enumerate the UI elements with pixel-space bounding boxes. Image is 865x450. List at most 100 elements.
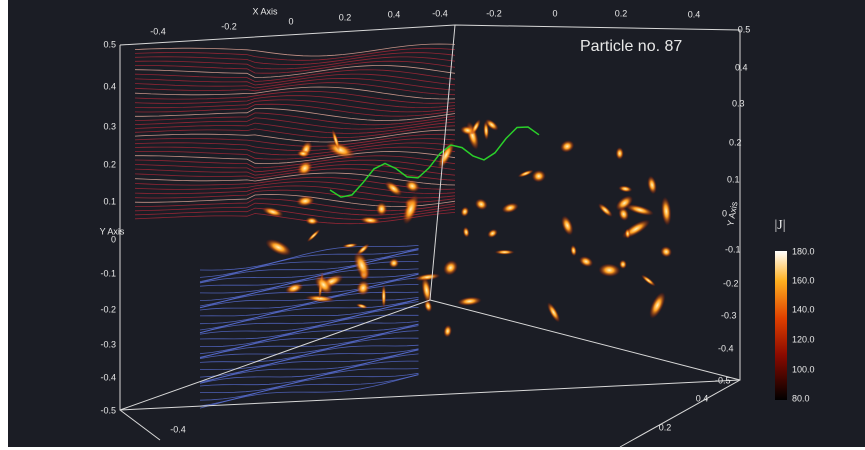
x-tick-label: -0.2 xyxy=(486,8,502,18)
x-tick-label: 0.2 xyxy=(615,8,628,18)
y-tick-label: -0.2 xyxy=(723,278,739,288)
y-tick-label: -0.4 xyxy=(100,372,116,382)
current-blob xyxy=(641,274,656,287)
y-tick-label: 0.1 xyxy=(727,174,740,184)
current-blob xyxy=(305,216,319,225)
colorbar-tick-label: 120.0 xyxy=(792,334,815,344)
streamline xyxy=(134,142,456,156)
x-tick-label: -0.2 xyxy=(221,21,237,31)
streamline xyxy=(134,185,456,199)
y-tick-label: 0.3 xyxy=(103,121,116,131)
current-blob xyxy=(531,170,546,183)
current-blob xyxy=(356,303,368,309)
current-blob xyxy=(342,243,358,248)
streamline xyxy=(134,159,456,173)
current-blob xyxy=(487,229,498,238)
y-tick-label: -0.5 xyxy=(100,405,116,415)
streamline xyxy=(134,212,456,225)
streamline xyxy=(199,330,419,359)
streamline xyxy=(134,194,456,207)
streamline xyxy=(134,99,456,113)
current-blob xyxy=(660,246,672,258)
streamline xyxy=(134,176,456,190)
x-tick-label: 0.2 xyxy=(339,12,352,22)
streamline xyxy=(199,323,419,358)
colorbar-tick-label: 100.0 xyxy=(792,364,815,374)
streamline xyxy=(134,138,456,152)
streamline xyxy=(199,273,419,307)
streamline xyxy=(135,151,456,164)
x-tick-label: -0.4 xyxy=(432,8,448,18)
current-blob xyxy=(443,260,458,276)
streamline xyxy=(200,321,419,348)
colorbar xyxy=(775,251,787,400)
particle-track xyxy=(329,126,540,198)
current-blob xyxy=(296,150,310,158)
y-tick-label: -0.3 xyxy=(100,339,116,349)
current-blob xyxy=(615,195,633,211)
streamline xyxy=(199,353,419,384)
y-tick-label: 0.4 xyxy=(735,62,748,72)
current-blob xyxy=(649,292,666,319)
current-blob xyxy=(443,324,452,338)
streamline xyxy=(134,65,456,78)
streamline xyxy=(134,163,456,176)
y-tick-label: 0 xyxy=(722,208,727,218)
current-blob xyxy=(485,119,499,131)
current-blob xyxy=(414,273,441,281)
current-blob xyxy=(462,226,470,238)
streamline xyxy=(134,52,456,65)
current-blob xyxy=(326,141,355,159)
current-blob xyxy=(331,129,340,152)
current-blob xyxy=(618,185,633,193)
streamline xyxy=(199,348,419,383)
y-tick-label: 0.2 xyxy=(729,137,742,147)
current-blob xyxy=(385,181,403,196)
axis-label: Y Axis xyxy=(725,200,739,227)
current-blob xyxy=(598,263,621,277)
streamline xyxy=(199,253,419,284)
colorbar-tick-label: 160.0 xyxy=(792,275,815,285)
x-tick-label: 0.5 xyxy=(738,24,751,34)
streamline xyxy=(134,121,456,134)
current-blob xyxy=(356,280,370,296)
streamline xyxy=(199,372,419,401)
current-blob xyxy=(560,140,575,153)
streamline xyxy=(134,133,456,147)
y-tick-label: 0 xyxy=(111,234,116,244)
colorbar-tick-label: 180.0 xyxy=(792,246,815,256)
current-blob xyxy=(661,196,672,226)
current-blob xyxy=(561,215,574,236)
streamline xyxy=(134,82,456,96)
streamline xyxy=(200,368,419,393)
streamline xyxy=(199,272,419,301)
streamline xyxy=(199,249,419,283)
current-blob xyxy=(360,216,381,225)
z-tick-label: -0.4 xyxy=(170,424,186,434)
y-tick-label: -0.5 xyxy=(715,375,731,385)
current-blob xyxy=(353,251,371,280)
y-tick-label: 0.4 xyxy=(103,81,116,91)
streamline xyxy=(134,43,456,57)
current-blob xyxy=(647,175,657,195)
streamline xyxy=(134,47,456,61)
current-blob xyxy=(404,179,420,193)
streamline xyxy=(135,108,456,121)
y-tick-label: -0.1 xyxy=(100,268,116,278)
z-tick-label: 0.4 xyxy=(696,393,709,403)
y-tick-label: -0.3 xyxy=(721,310,737,320)
streamline xyxy=(134,155,456,169)
current-blob xyxy=(598,203,613,217)
streamline xyxy=(199,248,419,278)
current-blob xyxy=(265,239,292,256)
y-tick-label: -0.4 xyxy=(718,343,734,353)
current-blob xyxy=(474,198,488,211)
current-blob xyxy=(501,202,519,214)
streamline xyxy=(134,95,456,109)
streamline xyxy=(134,56,456,70)
current-blob xyxy=(424,300,433,313)
current-blob xyxy=(470,119,481,135)
colorbar-tick-label: 140.0 xyxy=(792,304,815,314)
current-blob xyxy=(437,141,455,170)
